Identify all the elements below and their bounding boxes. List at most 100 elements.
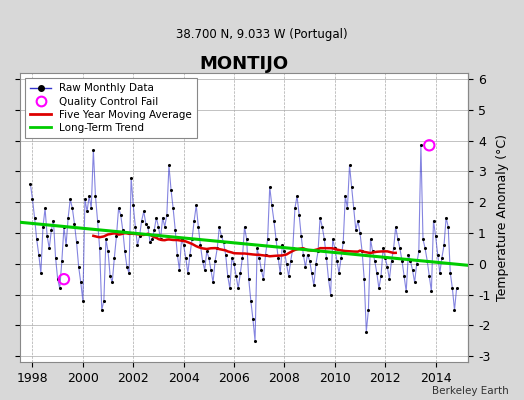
Point — [364, 307, 373, 313]
Point — [152, 214, 160, 221]
Point — [278, 242, 287, 248]
Y-axis label: Temperature Anomaly (°C): Temperature Anomaly (°C) — [496, 134, 509, 301]
Point — [37, 270, 45, 276]
Point — [87, 205, 95, 212]
Point — [383, 264, 391, 270]
Point — [341, 193, 350, 199]
Point — [425, 273, 433, 279]
Point — [316, 214, 324, 221]
Point — [148, 236, 156, 242]
Point — [377, 273, 385, 279]
Point — [322, 254, 331, 261]
Point — [173, 251, 181, 258]
Point — [241, 224, 249, 230]
Point — [333, 258, 341, 264]
Point — [440, 242, 448, 248]
Point — [183, 270, 192, 276]
Point — [141, 220, 150, 227]
Point — [253, 245, 261, 252]
Point — [324, 276, 333, 282]
Point — [39, 224, 47, 230]
Point — [282, 261, 291, 267]
Point — [391, 224, 400, 230]
Point — [438, 254, 446, 261]
Point — [410, 279, 419, 286]
Point — [366, 236, 375, 242]
Point — [102, 236, 110, 242]
Point — [291, 205, 299, 212]
Point — [249, 316, 257, 322]
Point — [144, 224, 152, 230]
Point — [162, 211, 171, 218]
Point — [135, 233, 144, 239]
Point — [320, 236, 329, 242]
Point — [51, 254, 60, 261]
Point — [179, 242, 188, 248]
Point — [385, 276, 394, 282]
Point — [243, 236, 251, 242]
Point — [171, 227, 179, 233]
Point — [95, 245, 104, 252]
Point — [251, 338, 259, 344]
Point — [247, 298, 255, 304]
Point — [207, 267, 215, 273]
Point — [406, 258, 414, 264]
Point — [297, 233, 305, 239]
Point — [404, 251, 412, 258]
Point — [70, 220, 79, 227]
Point — [259, 276, 268, 282]
Point — [347, 184, 356, 190]
Point — [125, 270, 133, 276]
Point — [270, 218, 278, 224]
Point — [177, 236, 185, 242]
Point — [79, 298, 87, 304]
Point — [175, 267, 183, 273]
Point — [234, 285, 243, 292]
Point — [160, 224, 169, 230]
Point — [339, 239, 347, 246]
Point — [293, 193, 301, 199]
Point — [272, 236, 280, 242]
Point — [121, 248, 129, 255]
Point — [444, 224, 452, 230]
Point — [169, 205, 177, 212]
Point — [165, 162, 173, 168]
Point — [423, 258, 431, 264]
Point — [62, 242, 70, 248]
Point — [387, 258, 396, 264]
Point — [337, 254, 345, 261]
Point — [217, 233, 226, 239]
Point — [417, 142, 425, 148]
Point — [343, 205, 352, 212]
Point — [74, 264, 83, 270]
Point — [129, 202, 137, 208]
Point — [222, 251, 230, 258]
Point — [108, 279, 116, 286]
Point — [446, 270, 454, 276]
Point — [158, 214, 167, 221]
Point — [433, 251, 442, 258]
Point — [56, 285, 64, 292]
Point — [368, 248, 377, 255]
Point — [133, 242, 141, 248]
Point — [299, 251, 308, 258]
Point — [358, 248, 366, 255]
Point — [400, 273, 408, 279]
Point — [89, 147, 97, 153]
Point — [49, 218, 58, 224]
Point — [232, 273, 241, 279]
Point — [30, 214, 39, 221]
Point — [408, 267, 417, 273]
Point — [91, 193, 100, 199]
Point — [85, 193, 93, 199]
Point — [335, 270, 343, 276]
Point — [442, 214, 450, 221]
Point — [396, 245, 404, 252]
Point — [379, 245, 387, 252]
Point — [421, 245, 429, 252]
Point — [205, 254, 213, 261]
Point — [123, 264, 131, 270]
Point — [100, 298, 108, 304]
Point — [150, 227, 158, 233]
Point — [32, 236, 41, 242]
